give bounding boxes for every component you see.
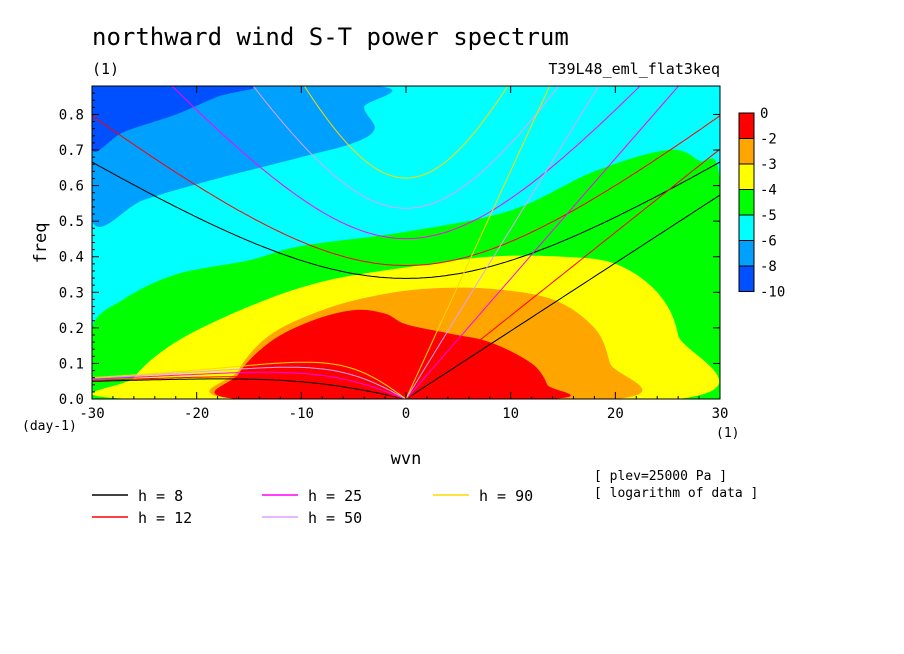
colorbar-label-3: -4 — [760, 183, 777, 199]
x-tick-label-6: 30 — [712, 406, 729, 422]
y-tick-label-5: 0.5 — [59, 214, 84, 230]
colorbar-label-0: 0 — [760, 106, 768, 122]
y-tick-label-6: 0.6 — [59, 179, 84, 195]
colorbar-label-2: -3 — [760, 157, 777, 173]
curve-gravity-3 — [252, 86, 560, 209]
subtitle-right: T39L48_eml_flat3keq — [548, 60, 720, 78]
y-tick-label-0: 0.0 — [59, 392, 84, 408]
colorbar-label-7: -10 — [760, 285, 785, 301]
y-tick-label-1: 0.1 — [59, 356, 84, 372]
colorbar-label-4: -5 — [760, 208, 777, 224]
field-region-0 — [92, 86, 393, 227]
y-tick-label-4: 0.4 — [59, 250, 84, 266]
colorbar-swatch-2 — [738, 163, 755, 190]
colorbar-swatch-3 — [738, 189, 755, 216]
y-tick-label-8: 0.8 — [59, 107, 84, 123]
y-axis: 0.0 0.1 0.2 0.3 0.4 0.5 0.6 0.7 0.8 — [59, 92, 720, 408]
curve-kelvin-2 — [405, 86, 680, 399]
curve-gravity-0 — [92, 161, 720, 279]
colorbar-swatch-4 — [738, 214, 755, 241]
field-region-5 — [214, 309, 571, 399]
x-axis: -30 -20 -10 0 10 20 30 — [79, 86, 728, 422]
x-tick-label-2: -10 — [289, 406, 314, 422]
curve-rossby-2 — [92, 371, 407, 399]
curve-kelvin-0 — [405, 194, 720, 399]
y-tick-label-7: 0.7 — [59, 143, 84, 159]
chart-title: northward wind S-T power spectrum — [92, 23, 569, 51]
curve-gravity-4 — [303, 86, 509, 179]
colorbar: 0 -2 -3 -4 -5 -6 -8 -10 — [738, 106, 785, 301]
y-tick-label-2: 0.2 — [59, 321, 84, 337]
colorbar-swatch-6 — [738, 265, 755, 292]
colorbar-label-1: -2 — [760, 132, 777, 148]
x-tick-label-4: 10 — [502, 406, 519, 422]
curve-kelvin-3 — [405, 86, 600, 399]
contour-fields — [92, 86, 720, 399]
curve-kelvin-1 — [405, 148, 720, 399]
legend-label-1: h = 12 — [138, 509, 192, 527]
colorbar-label-5: -6 — [760, 234, 777, 250]
x-unit-label: (1) — [716, 426, 739, 441]
log-annotation: [ logarithm of data ] — [594, 486, 758, 501]
x-axis-label: wvn — [391, 449, 422, 469]
plev-annotation: [ plev=25000 Pa ] — [594, 469, 727, 484]
field-region-1 — [92, 86, 255, 152]
colorbar-swatch-1 — [738, 138, 755, 165]
colorbar-swatch-5 — [738, 240, 755, 267]
y-unit-label: (day-1) — [22, 419, 77, 434]
colorbar-label-6: -8 — [760, 259, 777, 275]
x-tick-label-3: 0 — [402, 406, 410, 422]
curve-kelvin-4 — [405, 86, 551, 399]
curve-gravity-2 — [171, 86, 641, 240]
curve-rossby-3 — [92, 366, 407, 399]
dispersion-curves — [92, 86, 720, 399]
x-tick-label-0: -30 — [79, 406, 104, 422]
curve-rossby-0 — [92, 378, 407, 399]
legend-label-3: h = 50 — [308, 509, 362, 527]
curve-gravity-1 — [92, 115, 720, 266]
y-tick-label-3: 0.3 — [59, 285, 84, 301]
legend-label-0: h = 8 — [138, 487, 183, 505]
subtitle-left: (1) — [92, 60, 119, 78]
x-tick-label-1: -20 — [184, 406, 209, 422]
curve-rossby-4 — [92, 361, 407, 399]
legend: h = 8 h = 12 h = 25 h = 50 h = 90 — [92, 487, 533, 527]
colorbar-swatch-0 — [738, 112, 755, 139]
y-axis-label: freq — [31, 223, 51, 264]
curve-rossby-1 — [92, 376, 407, 399]
legend-label-4: h = 90 — [479, 487, 533, 505]
plot-area — [92, 86, 720, 399]
legend-label-2: h = 25 — [308, 487, 362, 505]
x-tick-label-5: 20 — [607, 406, 624, 422]
